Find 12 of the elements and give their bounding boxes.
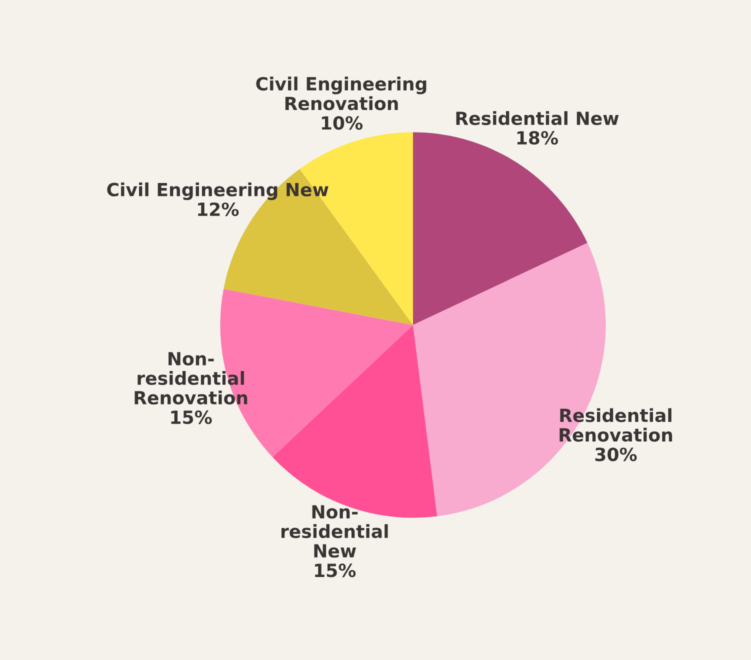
data-label: 15% [315,564,356,578]
data-label: 18% [517,131,558,145]
slice-label: Residential Renovation [560,408,672,442]
pie-slice [413,132,588,325]
data-label: 15% [171,410,212,424]
slice-label: Non- residential New [281,505,388,558]
pie-slice [272,325,438,518]
data-label: 10% [322,116,363,130]
slice-label: Residential New [456,111,619,126]
data-label: 30% [595,448,637,462]
slice-label: Civil Engineering Renovation [256,76,426,110]
data-label: 12% [198,202,239,216]
